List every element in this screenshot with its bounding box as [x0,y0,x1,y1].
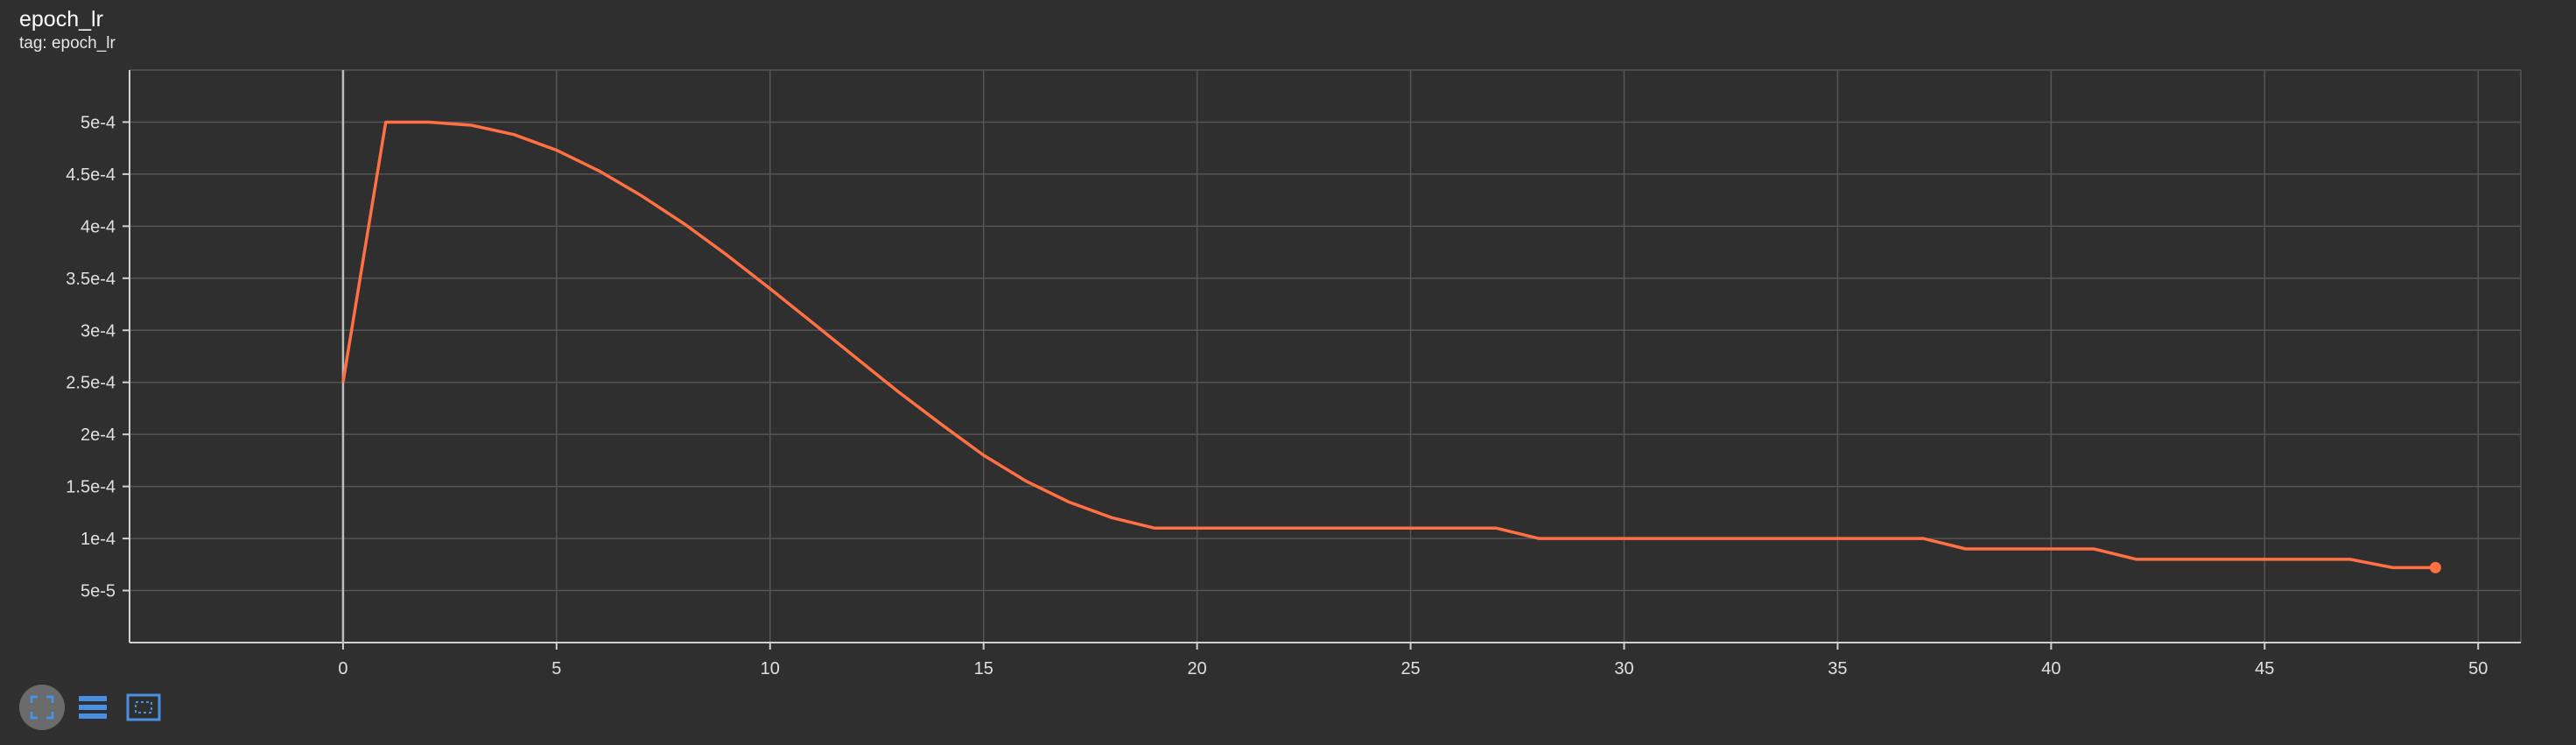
y-tick-label: 4e-4 [81,217,116,236]
y-tick-label: 5e-5 [81,582,116,601]
x-tick-label: 30 [1614,659,1633,678]
y-tick-label: 5e-4 [81,113,116,132]
select-region-icon [126,693,161,721]
fit-domain-icon [30,695,54,720]
y-tick-label: 1e-4 [81,530,116,549]
x-tick-label: 50 [2468,659,2488,678]
x-tick-label: 5 [551,659,561,678]
y-tick-label: 4.5e-4 [66,165,116,185]
y-tick-label: 1.5e-4 [66,478,116,497]
x-tick-label: 35 [1828,659,1847,678]
last-point-marker [2429,561,2441,573]
fit-domain-button[interactable] [19,685,65,730]
y-tick-label: 3.5e-4 [66,270,116,289]
y-tick-label: 2.5e-4 [66,374,116,393]
y-tick-label: 2e-4 [81,425,116,445]
toggle-log-list-button[interactable] [70,685,116,730]
x-tick-label: 45 [2255,659,2274,678]
list-icon [79,696,107,719]
series-line [341,120,2436,570]
chart-toolbar [19,683,166,732]
x-tick-label: 20 [1188,659,1207,678]
chart-title: epoch_lr [19,7,103,32]
x-tick-label: 25 [1400,659,1420,678]
chart-tag: tag: epoch_lr [19,34,116,53]
y-tick-label: 3e-4 [81,321,116,341]
x-tick-label: 40 [2041,659,2060,678]
x-tick-label: 15 [974,659,993,678]
select-region-button[interactable] [121,685,166,730]
x-tick-label: 0 [338,659,347,678]
x-tick-label: 10 [761,659,780,678]
